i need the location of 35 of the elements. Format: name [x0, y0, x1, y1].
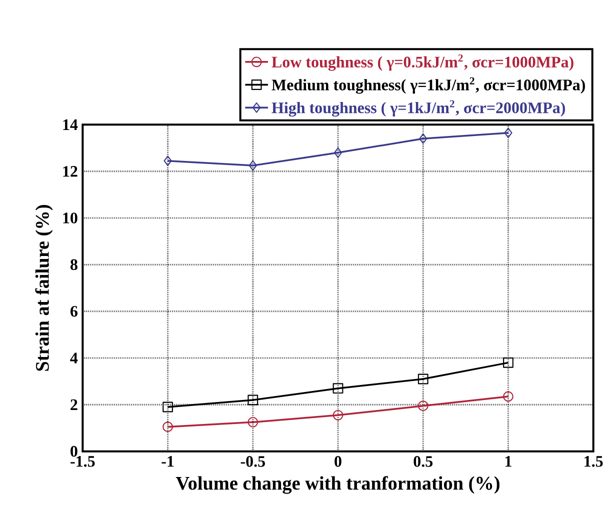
- y-tick-label: 12: [63, 166, 78, 177]
- y-tick-label: 0: [70, 446, 78, 457]
- x-tick-label: -1.5: [70, 456, 95, 467]
- point: [164, 156, 172, 166]
- x-axis-title: Volume change with tranformation (%): [176, 476, 500, 494]
- point: [418, 374, 428, 384]
- x-tick-label: 0.5: [414, 456, 433, 467]
- y-tick-label: 14: [63, 119, 78, 130]
- point: [503, 357, 514, 368]
- y-tick-label: 10: [63, 212, 78, 224]
- point: [162, 402, 173, 412]
- point: [503, 391, 514, 402]
- point: [162, 422, 173, 432]
- legend-label: Medium toughness( γ=1kJ/m$^{2}$, σcr=1000MPa): [272, 77, 585, 94]
- y-axis-title: Strain at failure (%): [35, 205, 53, 371]
- y-tick-label: 6: [70, 306, 78, 317]
- x-tick-label: 1: [506, 456, 512, 467]
- point: [419, 133, 428, 144]
- legend-label: Low toughness ( γ=0.5kJ/m$^{2}$, σcr=1000MPa): [272, 54, 574, 71]
- y-tick-label: 8: [70, 259, 78, 270]
- x-tick-label: -1: [162, 456, 174, 467]
- point: [248, 394, 258, 406]
- y-tick-label: 2: [70, 399, 78, 410]
- point: [504, 128, 512, 138]
- legend-label: High toughness ( γ=1kJ/m$^{2}$, σcr=2000MPa): [272, 100, 565, 117]
- x-tick-label: -0.5: [240, 456, 265, 467]
- point: [418, 400, 428, 412]
- point: [334, 147, 342, 158]
- x-tick-label: 0: [334, 456, 342, 467]
- point: [332, 410, 344, 420]
- point: [248, 160, 257, 171]
- point: [332, 383, 344, 394]
- x-tick-label: 1.5: [584, 456, 603, 467]
- point: [248, 416, 258, 428]
- y-tick-label: 4: [70, 352, 78, 364]
